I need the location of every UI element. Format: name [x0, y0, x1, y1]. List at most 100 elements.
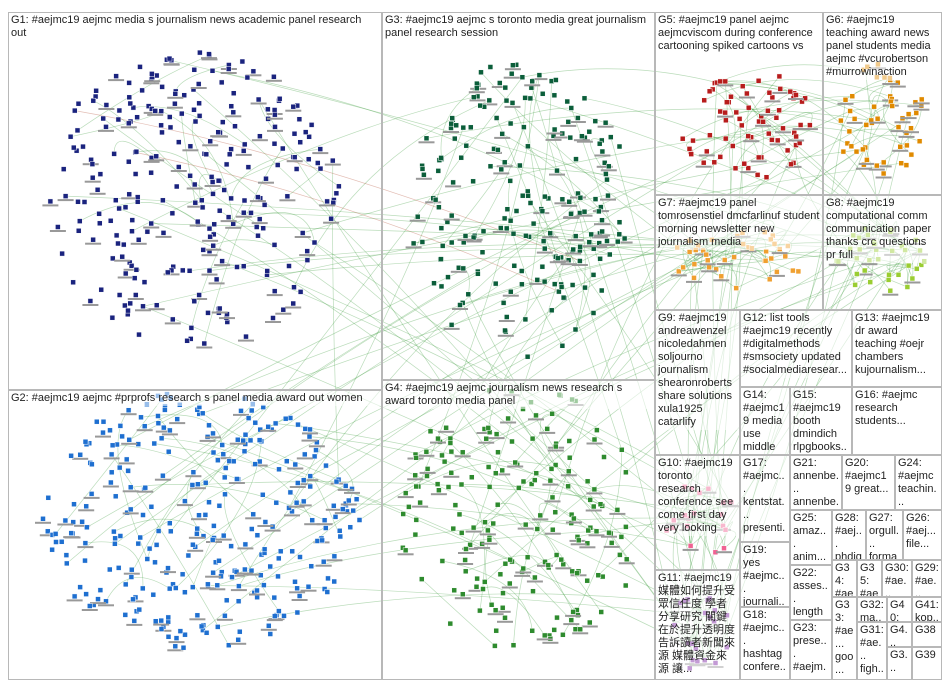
node [529, 78, 535, 85]
node [296, 116, 303, 122]
node [460, 124, 467, 131]
edge [288, 127, 464, 509]
node [606, 529, 612, 536]
node-label-stub [176, 504, 193, 507]
node [127, 100, 134, 107]
group-label: G32: ma... [858, 598, 886, 621]
node-label-stub [555, 567, 572, 570]
node [559, 196, 566, 203]
node [239, 58, 246, 65]
node [203, 151, 210, 158]
node [504, 314, 510, 320]
node-label-stub [201, 57, 217, 60]
node [243, 333, 249, 340]
node-label-stub [573, 139, 590, 142]
node-label-stub [882, 293, 899, 296]
node-label-stub [279, 199, 296, 202]
node [300, 498, 307, 505]
node [89, 174, 96, 181]
node [151, 440, 158, 447]
node [498, 225, 504, 231]
node-label-stub [143, 160, 160, 163]
node [621, 235, 628, 242]
node-label-stub [569, 121, 586, 123]
node [241, 448, 248, 455]
node-label-stub [188, 536, 205, 539]
node-label-stub [285, 306, 302, 309]
node-label-stub [869, 121, 886, 124]
node [582, 284, 588, 291]
node [112, 493, 119, 500]
node [448, 239, 455, 246]
node [585, 527, 591, 534]
node [852, 282, 858, 288]
node [221, 474, 228, 481]
node [277, 548, 284, 555]
node [223, 161, 230, 168]
node [854, 271, 860, 277]
node [173, 585, 179, 591]
edge [704, 79, 891, 101]
node [452, 502, 459, 508]
node [187, 173, 193, 179]
node [127, 506, 134, 513]
node-label-stub [189, 487, 206, 490]
node [486, 97, 493, 104]
node [912, 99, 919, 106]
group-box: G4... [887, 622, 912, 647]
node-label-stub [465, 530, 482, 533]
edge [233, 212, 315, 243]
group-label: G2: #aejmc19 aejmc #prprofs research s p… [9, 391, 381, 406]
node [438, 155, 444, 161]
node [448, 470, 455, 476]
node-label-stub [913, 108, 930, 111]
node [172, 100, 178, 107]
node [547, 230, 553, 237]
node [113, 232, 120, 239]
node [135, 540, 142, 547]
node-label-stub [189, 224, 206, 227]
edge [113, 518, 215, 539]
node-label-stub [454, 455, 471, 458]
node [126, 94, 133, 101]
node [256, 437, 263, 443]
node [161, 424, 167, 431]
node-label-stub [769, 143, 786, 146]
node [222, 465, 229, 471]
node-label-stub [98, 108, 115, 110]
node [107, 427, 113, 434]
node-label-stub [225, 115, 242, 118]
node [130, 596, 136, 603]
group-label: G14: #aejmc19 media use middle east nuqa… [741, 388, 789, 454]
node-label-stub [497, 620, 513, 623]
node [126, 437, 132, 443]
node [58, 539, 65, 545]
node [497, 80, 503, 86]
node [568, 211, 574, 217]
node [297, 554, 303, 560]
node [60, 166, 67, 172]
node [504, 206, 511, 212]
node [549, 411, 555, 417]
node-label-stub [42, 204, 59, 207]
node [232, 123, 238, 129]
node [281, 613, 287, 619]
node-label-stub [468, 589, 485, 592]
node [159, 129, 165, 136]
node-label-stub [118, 462, 135, 465]
node-label-stub [452, 308, 468, 310]
node [560, 294, 567, 301]
node [248, 210, 254, 216]
node-label-stub [740, 250, 757, 253]
node-label-stub [567, 239, 584, 242]
node-label-stub [166, 106, 183, 109]
group-box: G26: #aej... file... [903, 510, 942, 560]
edge [175, 441, 262, 589]
node [534, 526, 541, 532]
node-label-stub [295, 483, 312, 486]
node [780, 125, 786, 132]
node [539, 208, 546, 214]
node-label-stub [560, 124, 577, 127]
group-label: G24: #aejmc teachin... [896, 456, 941, 509]
edge [751, 100, 891, 138]
